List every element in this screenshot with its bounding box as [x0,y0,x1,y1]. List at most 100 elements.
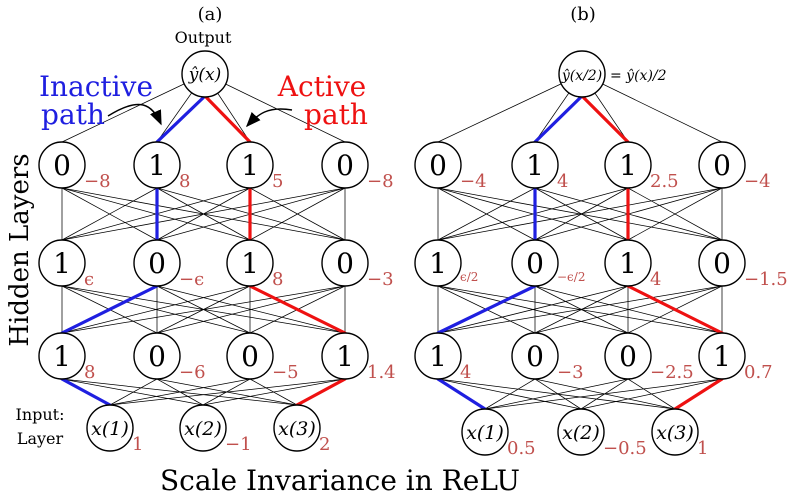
panel-b-edges [437,73,723,410]
panel-a-highlight-paths [60,94,347,407]
edge-l1-4-to-l2-3 [627,187,723,241]
active-path-segment-3 [248,284,347,335]
input-node-3 [273,404,321,452]
inactive-path-label-line2: path [41,98,105,131]
input-node-value: 1 [132,434,143,455]
hidden-node-bias: −8 [367,171,394,192]
hidden-node-activation: 1 [53,247,71,280]
hidden-node-l2-2 [133,239,181,287]
input-node-1 [461,408,509,456]
panel-a-label: (a) [198,4,223,25]
hidden-node-bias: −5 [272,362,299,383]
hidden-node-activation: 1 [429,247,447,280]
output-node-a [181,50,229,98]
hidden-node-bias: ϵ/2 [460,270,478,284]
edge-input3-to-l3-2 [534,378,676,410]
hidden-node-l3-4 [698,332,746,380]
edge-l1-2-to-l2-1 [61,187,158,241]
edge-l2-3-to-l3-1 [61,285,251,334]
hidden-node-l3-1 [38,332,86,380]
hidden-node-bias: 4 [460,362,471,383]
hidden-node-bias: 1.4 [367,362,396,383]
hidden-node-bias: −3 [557,362,584,383]
hidden-node-l1-4 [698,141,746,189]
edge-l2-4-to-l3-2 [534,285,723,334]
edge-l1-3-to-l2-1 [437,187,629,241]
input-node-1 [86,404,134,452]
hidden-node-activation: 1 [713,340,731,373]
hidden-node-bias: 0.7 [744,362,773,383]
edge-l1-4-to-l2-1 [437,187,723,241]
hidden-node-bias: 4 [650,269,661,290]
edge-l2-4-to-l3-1 [437,285,723,334]
hidden-node-activation: 0 [526,340,544,373]
hidden-node-activation: 0 [53,149,71,182]
active-path-label-line1: Active [277,70,367,103]
hidden-node-activation: 1 [148,149,166,182]
input-node-value: −1 [225,434,252,455]
inactive-path-segment-4 [436,377,487,411]
hidden-layers-label: Hidden Layers [5,153,35,346]
hidden-node-l2-3 [604,239,652,287]
hidden-node-activation: 1 [619,247,637,280]
hidden-node-activation: 0 [713,247,731,280]
hidden-node-activation: 1 [241,149,259,182]
hidden-node-activation: 0 [336,247,354,280]
hidden-node-l2-2 [511,239,559,287]
input-node-2 [179,404,227,452]
output-equals-label: = ŷ(x)/2 [610,67,667,84]
output-node-b-label: ŷ(x/2) [561,67,602,84]
hidden-node-l1-3 [604,141,652,189]
hidden-node-bias: 8 [179,171,190,192]
hidden-node-l1-1 [414,141,462,189]
hidden-node-activation: 1 [241,247,259,280]
active-path-arrow [245,108,293,128]
hidden-node-activation: 0 [619,340,637,373]
input-node-3 [651,408,699,456]
output-caption: Output [175,28,232,47]
hidden-node-l1-2 [511,141,559,189]
input-node-2 [557,408,605,456]
hidden-node-bias: −1.5 [744,269,788,290]
hidden-node-l3-2 [511,332,559,380]
hidden-node-activation: 0 [713,149,731,182]
hidden-node-activation: 0 [148,340,166,373]
hidden-node-bias: −3 [367,269,394,290]
hidden-node-l3-1 [414,332,462,380]
hidden-node-activation: 0 [336,149,354,182]
hidden-node-l2-1 [414,239,462,287]
active-path-segment-4 [673,377,724,411]
edge-output-to-l1-1 [61,73,206,143]
hidden-node-l2-1 [38,239,86,287]
inactive-path-segment-3 [436,284,537,335]
inactive-path-segment-4 [60,377,112,407]
inactive-path-segment-1 [155,94,207,144]
edge-l1-2-to-l2-1 [437,187,536,241]
input-label-line1: Input: [16,405,65,424]
edge-l1-4-to-l2-3 [249,187,346,241]
edge-output-to-l1-4 [204,73,346,143]
edge-input3-to-l3-1 [437,378,676,410]
hidden-node-l2-4 [698,239,746,287]
hidden-node-activation: 0 [241,340,259,373]
hidden-node-l3-4 [321,332,369,380]
input-node-value: 2 [319,434,330,455]
panel-b-nodes: 0 −4 1 4 1 2.5 0 −41 ϵ/2 0 −ϵ/2 1 4 0 −1.51 4 0 −3 0 −2.5 1 0… [414,141,788,459]
panel-a-nodes: 0 −8 1 8 1 5 0 −81 ϵ 0 −ϵ 1 8 0 −31 8 0 −6 0 −5 1 1.4x(1)1x(2… [38,141,396,455]
figure-title: Scale Invariance in ReLU [160,464,520,497]
edge-input3-to-l3-1 [61,378,298,406]
active-path-segment-4 [295,377,347,407]
inactive-path-arrow [107,103,162,126]
input-node-label: x(2) [562,422,600,444]
hidden-node-activation: 1 [526,149,544,182]
hidden-node-bias: 4 [557,171,568,192]
hidden-node-bias: 8 [272,269,283,290]
hidden-node-l1-4 [321,141,369,189]
hidden-node-bias: −4 [744,171,771,192]
edge-input2-to-l3-1 [61,378,204,406]
hidden-node-bias: −4 [460,171,487,192]
hidden-node-bias: −8 [84,171,111,192]
hidden-node-bias: 2.5 [650,171,679,192]
